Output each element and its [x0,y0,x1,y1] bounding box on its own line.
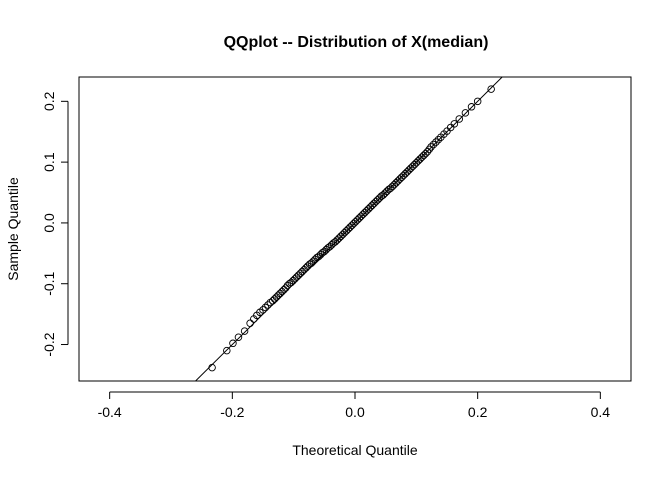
data-point [240,327,249,335]
y-tick-label: 0.0 [41,213,57,233]
x-tick-label: -0.2 [220,404,244,420]
plot-frame [78,76,632,382]
data-point [473,97,482,106]
data-point [434,135,443,144]
plot-area [194,77,503,381]
data-point [296,269,305,278]
x-axis-label: Theoretical Quantile [292,442,418,458]
data-point [246,319,254,327]
data-point [425,145,433,154]
data-point [421,149,430,158]
data-point [278,287,286,296]
x-tick-label: 0.0 [345,404,365,420]
y-axis: -0.2 -0.1 0.0 0.1 0.2 [41,91,69,357]
data-point [274,291,283,300]
data-point [429,140,438,149]
data-point [292,273,301,281]
data-point [281,284,290,292]
data-point [302,264,310,272]
y-tick-label: 0.1 [41,152,57,172]
data-point [272,293,281,301]
data-point [291,275,299,283]
data-point [261,303,270,312]
data-point [300,265,308,274]
data-point [223,346,231,355]
x-axis: -0.4 -0.2 0.0 0.2 0.4 [98,391,611,420]
data-point [234,333,243,341]
data-point [264,301,272,309]
data-point [280,286,288,294]
data-point [298,267,307,276]
data-point [487,85,495,93]
y-tick-label: 0.2 [41,91,57,111]
data-point [450,120,459,128]
reference-line [194,77,503,381]
data-point [208,363,216,372]
data-point [294,271,303,279]
data-point [427,143,435,151]
data-point [266,298,275,307]
data-point [461,109,470,117]
y-tick-label: -0.2 [41,332,57,356]
data-point [423,148,432,156]
x-tick-label: 0.2 [468,404,488,420]
data-point [455,115,464,123]
data-point [229,339,237,348]
x-tick-label: 0.4 [591,404,611,420]
y-axis-label: Sample Quantile [5,177,21,281]
data-point [259,306,267,314]
x-tick-label: -0.4 [98,404,122,420]
y-tick-label: -0.1 [41,271,57,295]
data-point [467,103,476,111]
data-point [432,138,440,146]
chart-title: QQplot -- Distribution of X(median) [224,34,489,51]
data-point [276,289,284,298]
data-point [270,295,279,303]
